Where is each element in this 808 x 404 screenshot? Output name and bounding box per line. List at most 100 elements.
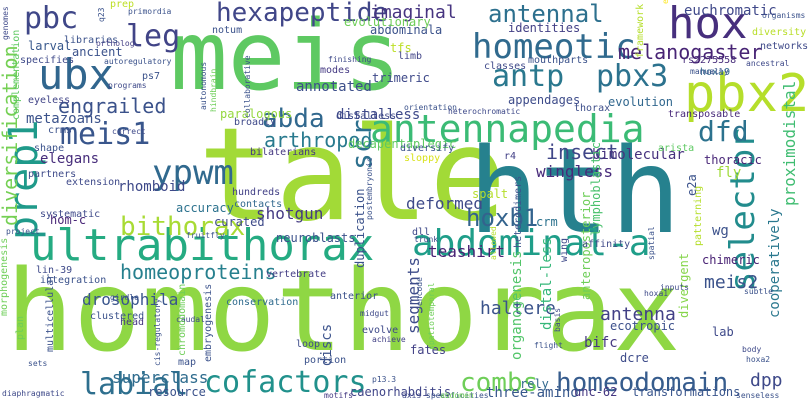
word-tale: tale bbox=[198, 101, 507, 250]
word-project: project bbox=[6, 227, 40, 236]
word-caudal: caudal bbox=[176, 315, 205, 324]
word-antenna: antenna bbox=[600, 304, 676, 325]
word-dll: dll bbox=[412, 227, 431, 238]
word-notum: notum bbox=[212, 25, 243, 36]
word-ubx: ubx bbox=[38, 50, 114, 99]
word-teashirt: teashirt bbox=[428, 242, 506, 261]
word-midgut: midgut bbox=[360, 309, 389, 318]
word-meis1: meis1 bbox=[60, 117, 151, 152]
word-wg: wg bbox=[712, 223, 729, 239]
word-leg: leg bbox=[126, 19, 181, 54]
word-neuroblasts: neuroblasts bbox=[276, 231, 356, 245]
word-spatial: spatial bbox=[647, 226, 656, 260]
word-hth: hth bbox=[468, 122, 682, 260]
word-abda: abda bbox=[262, 104, 325, 134]
word-limb: limb bbox=[398, 51, 423, 62]
word-orientation: orientation bbox=[404, 103, 457, 112]
word-arthropod: arthropod bbox=[264, 128, 373, 152]
word-evolutionary-2: evolutionary bbox=[344, 15, 431, 29]
word-transposable: transposable bbox=[668, 109, 741, 120]
word-paralogous: paralogous bbox=[220, 107, 293, 121]
word-thorax: thorax bbox=[574, 103, 611, 114]
word-lin-39: lin-39 bbox=[36, 265, 73, 276]
word-hoxa2: hoxa2 bbox=[746, 355, 771, 364]
word-achieve: achieve bbox=[372, 335, 406, 344]
word-p13-3: p13.3 bbox=[372, 375, 397, 384]
word-trunk: trunk bbox=[414, 235, 439, 244]
word-hoxa9: hoxa9 bbox=[700, 67, 731, 78]
word-homeoproteins: homeoproteins bbox=[120, 260, 277, 284]
word-mouthparts: mouthparts bbox=[528, 55, 589, 66]
word-diversity: diversity bbox=[752, 27, 807, 38]
word-pbc: pbc bbox=[24, 1, 79, 36]
word-subtle: subtle bbox=[744, 287, 773, 296]
word-chimeric: chimeric bbox=[702, 253, 760, 267]
word-flight: flight bbox=[534, 341, 563, 350]
word-annotated: annotated bbox=[296, 79, 372, 95]
word-cofactors: cofactors bbox=[204, 365, 367, 400]
word-wingless: wingless bbox=[536, 162, 614, 181]
word-appendages: appendages bbox=[508, 93, 581, 107]
word-homothorax: homothorax bbox=[6, 247, 681, 377]
word-extension: extension bbox=[66, 177, 121, 188]
word-hox: hox bbox=[668, 0, 748, 49]
word-abdomen: abdomen bbox=[440, 391, 474, 400]
word-dpp: dpp bbox=[750, 370, 783, 391]
word-three-amino: three-amino bbox=[486, 385, 579, 401]
word-thoracic: thoracic bbox=[704, 153, 762, 167]
word-fruitfly: fruitfly bbox=[186, 231, 225, 240]
word-unc-62: unc-62 bbox=[574, 385, 618, 399]
word-combs: combs bbox=[460, 368, 539, 398]
word-affinity: affinity bbox=[582, 239, 631, 250]
word-basis: basis bbox=[553, 307, 562, 332]
word-bilaterians: bilaterians bbox=[250, 147, 317, 158]
word-cooperatively: cooperatively bbox=[767, 208, 783, 318]
word-caenorhabditis: caenorhabditis bbox=[350, 385, 452, 399]
word-deformed: deformed bbox=[406, 194, 484, 213]
word-melanogaster: melanogaster bbox=[618, 40, 763, 64]
word-specificities: specificities bbox=[426, 391, 489, 400]
word-abdominal-a: abdominal-a bbox=[412, 223, 651, 264]
word-evolve: evolve bbox=[362, 325, 399, 336]
word-antp: antp bbox=[492, 59, 565, 94]
word-autoregulatory: autoregulatory bbox=[104, 57, 172, 66]
word-heterochromatic: heterochromatic bbox=[448, 107, 521, 116]
word-fates: fates bbox=[410, 343, 447, 357]
word-bifc: bifc bbox=[584, 335, 618, 351]
word-sloppy: sloppy bbox=[404, 153, 441, 164]
word-morphogenesis: morphogenesis bbox=[0, 237, 10, 316]
word-collaborative: collaborative bbox=[243, 55, 252, 118]
word-hundreds: hundreds bbox=[232, 187, 281, 198]
word-finishing: finishing bbox=[328, 55, 372, 64]
word-dcre: dcre bbox=[620, 351, 649, 365]
word-tfs: tfs bbox=[390, 41, 412, 55]
word-distal-less: distal-less bbox=[539, 237, 555, 330]
word-body: body bbox=[742, 345, 762, 354]
word-ypwm: ypwm bbox=[152, 153, 234, 193]
word-evolution: evolution bbox=[608, 95, 674, 109]
word-integration: integration bbox=[40, 275, 107, 286]
word-patterning: patterning bbox=[693, 185, 704, 246]
word-spatiotemporal: spatiotemporal bbox=[427, 282, 436, 350]
word-anterior: anterior bbox=[330, 291, 379, 302]
word-larval: larval bbox=[28, 39, 72, 53]
word-accuracy: accuracy bbox=[176, 201, 234, 215]
word-diversify: diversify bbox=[400, 143, 455, 154]
word-ancient: ancient bbox=[72, 45, 123, 59]
word-networks: networks bbox=[760, 41, 808, 52]
word-hexapeptide: hexapeptide bbox=[216, 0, 389, 28]
word-programs: programs bbox=[108, 81, 147, 90]
word-head: head bbox=[120, 317, 145, 328]
word-evolutionary: evolutionary bbox=[661, 0, 670, 4]
word-drosophila: drosophila bbox=[82, 290, 179, 309]
word-clustered: clustered bbox=[90, 311, 145, 322]
word-haltere: haltere bbox=[480, 298, 556, 319]
word-fly: fly bbox=[716, 165, 742, 181]
word-identities: identities bbox=[508, 21, 581, 35]
word-plan: plan bbox=[15, 315, 26, 340]
word-r4: r4 bbox=[504, 151, 517, 162]
word-distalless-2: distalless bbox=[336, 111, 397, 122]
word-girdle: girdle bbox=[110, 293, 139, 302]
word-embryogenesis: embryogenesis bbox=[203, 283, 214, 362]
word-bimolecular: bimolecular bbox=[592, 147, 685, 163]
